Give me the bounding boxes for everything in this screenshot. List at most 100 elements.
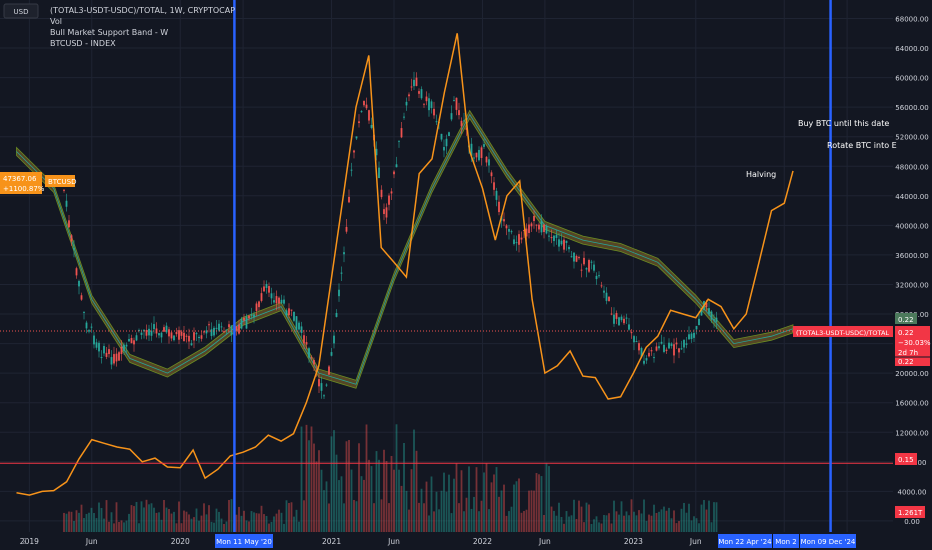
volume-bar <box>585 502 588 532</box>
annotation-buy-btc[interactable]: Buy BTC until this date <box>798 119 889 128</box>
currency-button-label: USD <box>14 8 29 16</box>
price-tick-label: 4000.00 <box>898 488 927 496</box>
price-tick-label: 48000.00 <box>895 163 928 171</box>
candle-body <box>368 110 370 121</box>
candle-body <box>183 332 185 342</box>
candle-body <box>398 140 400 142</box>
candle-body <box>363 100 365 106</box>
candle-body <box>458 110 460 116</box>
candle-body <box>610 313 613 315</box>
legend-item-bmsb[interactable]: Bull Market Support Band - W <box>50 28 168 37</box>
volume-bar <box>370 466 373 532</box>
volume-bar <box>650 515 653 532</box>
volume-bar <box>193 517 195 532</box>
candle-body <box>570 256 573 258</box>
currency-button[interactable] <box>3 3 39 19</box>
candle-body <box>580 269 583 271</box>
candle-body <box>435 121 438 123</box>
candle-body <box>685 343 688 345</box>
candle-body <box>80 295 83 300</box>
price-tick-label: 20000.00 <box>895 370 928 378</box>
candle-body <box>408 94 410 97</box>
candle-body <box>85 322 88 329</box>
date-badge-apr-2024-label: Mon 22 Apr '24 <box>718 538 772 546</box>
candle-body <box>160 332 163 338</box>
volume-bar <box>263 514 265 532</box>
candle-body <box>75 268 78 276</box>
candle-body <box>350 169 353 171</box>
volume-bar <box>308 440 310 532</box>
volume-bar <box>488 509 490 532</box>
candle-body <box>353 150 355 153</box>
candle-body <box>270 293 273 299</box>
candle-body <box>688 334 690 340</box>
candle-body <box>200 335 203 339</box>
candle-body <box>113 354 115 364</box>
volume-bar <box>613 500 615 532</box>
btc-price-badge <box>0 172 42 194</box>
candle-body <box>428 98 430 111</box>
btc-price-change: +1100.87% <box>3 185 45 193</box>
candle-body <box>293 311 295 321</box>
candle-body <box>430 101 433 109</box>
candle-body <box>645 358 648 361</box>
volume-bar <box>260 505 263 532</box>
volume-bar <box>335 454 338 532</box>
volume-bar <box>555 515 558 532</box>
volume-bar <box>593 519 595 532</box>
volume-bar <box>648 514 650 532</box>
candle-body <box>110 357 113 365</box>
volume-bar <box>385 461 388 532</box>
candle-body <box>520 237 523 240</box>
candle-body <box>323 395 325 397</box>
z-button[interactable]: Z <box>22 537 28 546</box>
legend-item-btcusd[interactable]: BTCUSD - INDEX <box>50 39 116 48</box>
volume-bar <box>330 436 333 532</box>
ratio-top-badge <box>895 313 917 324</box>
volume-bar <box>165 507 168 532</box>
candle-body <box>655 346 658 351</box>
candle-body <box>175 332 178 335</box>
volume-bar <box>485 463 488 532</box>
candle-body <box>463 120 465 122</box>
volume-bar <box>470 508 473 532</box>
legend-item-vol[interactable]: Vol <box>50 17 62 26</box>
volume-bar <box>143 507 145 532</box>
annotation-halving[interactable]: Halving <box>746 170 776 179</box>
candle-body <box>668 342 670 349</box>
volume-bar <box>73 520 75 532</box>
volume-bar <box>178 501 180 532</box>
volume-bar <box>353 499 355 532</box>
candle-body <box>628 324 630 330</box>
candle-body <box>528 224 530 234</box>
time-tick-label: Jun <box>538 537 551 546</box>
volume-bar <box>160 519 163 532</box>
candle-body <box>503 219 505 222</box>
candle-body <box>563 239 565 250</box>
volume-bar <box>270 521 273 532</box>
volume-bar <box>168 509 170 532</box>
volume-bar <box>135 501 138 532</box>
candle-body <box>613 314 615 324</box>
volume-bar <box>670 518 673 532</box>
volume-bar <box>460 470 463 532</box>
volume-bar <box>140 501 143 532</box>
volume-bar <box>595 516 598 532</box>
date-badge-nov-2024 <box>773 534 799 548</box>
candle-body <box>168 329 170 337</box>
volume-bar <box>300 426 303 532</box>
time-tick-label: 2019 <box>20 537 39 546</box>
candle-body <box>208 324 210 326</box>
candle-body <box>280 299 283 304</box>
candle-body <box>150 330 153 336</box>
volume-bar <box>295 509 298 532</box>
annotation-rotate-btc[interactable]: Rotate BTC into E <box>827 141 897 150</box>
candle-body <box>540 220 543 233</box>
volume-bar <box>425 481 428 532</box>
level-badge <box>895 453 917 465</box>
candle-body <box>338 289 340 297</box>
candle-body <box>375 148 378 156</box>
ratio-series-label: (TOTAL3-USDT-USDC)/TOTAL <box>796 329 889 337</box>
btc-label: BTCUSD <box>48 178 77 186</box>
